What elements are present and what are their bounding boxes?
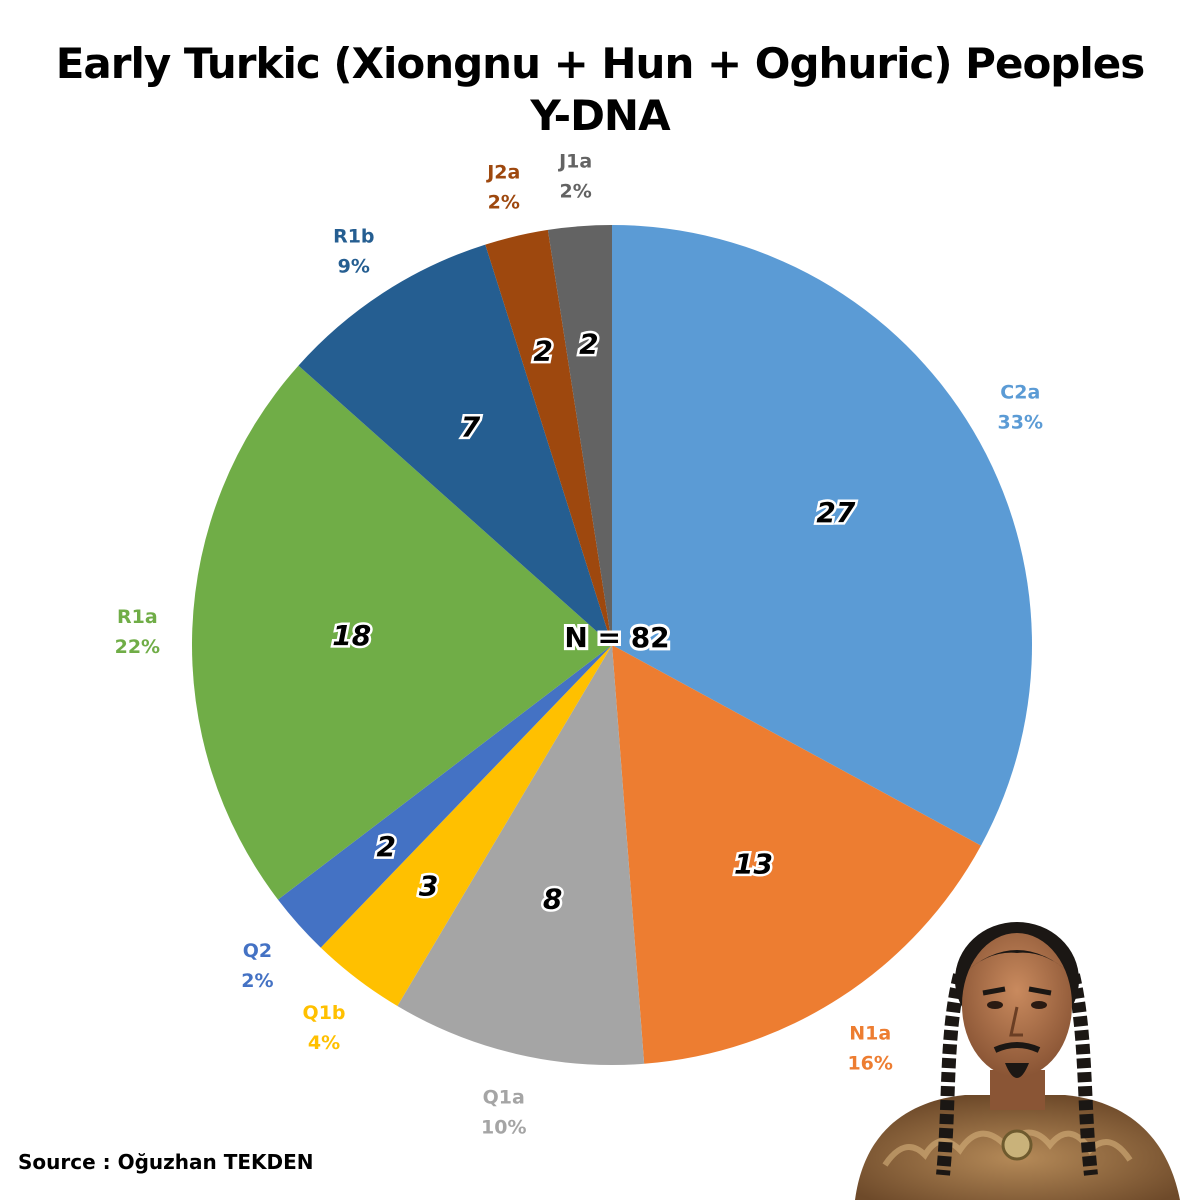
chart-title-line1: Early Turkic (Xiongnu + Hun + Oghuric) P…	[55, 39, 1146, 88]
slice-category-r1a: R1a	[117, 606, 158, 628]
value-label-r1b: 7	[461, 410, 481, 443]
pie-slice-q2	[277, 645, 612, 948]
slice-category-c2a: C2a	[1000, 381, 1040, 403]
value-label-q2: 2	[377, 830, 396, 863]
pie-slice-q1b	[320, 645, 612, 1007]
chart-title-line2: Y-DNA	[530, 91, 670, 140]
slice-category-q1a: Q1a	[483, 1087, 525, 1109]
source-credit: Source : Oğuzhan TEKDEN	[18, 1150, 314, 1174]
slice-category-j1a: J1a	[557, 150, 592, 172]
chart-title: Early Turkic (Xiongnu + Hun + Oghuric) P…	[0, 38, 1200, 142]
pie-slice-r1b	[298, 244, 612, 645]
slice-percent-j1a: 2%	[560, 180, 592, 202]
value-label-c2a: 27	[816, 496, 855, 529]
slice-percent-q1a: 10%	[481, 1117, 526, 1139]
total-count-label: N = 82	[564, 621, 669, 654]
slice-percent-j2a: 2%	[488, 191, 520, 213]
slice-percent-n1a: 16%	[847, 1053, 892, 1075]
pie-slice-c2a	[612, 225, 1032, 846]
slice-category-j2a: J2a	[485, 161, 520, 183]
slice-percent-q1b: 4%	[308, 1032, 340, 1054]
value-label-j2a: 2	[533, 335, 552, 368]
value-label-q1a: 8	[543, 883, 562, 916]
pie-slice-q1a	[397, 645, 645, 1065]
slice-category-q1b: Q1b	[303, 1002, 346, 1024]
value-label-n1a: 13	[734, 848, 773, 881]
value-label-j1a: 2	[579, 327, 598, 360]
portrait-illustration	[855, 922, 1180, 1200]
value-label-q1b: 3	[419, 869, 438, 902]
pie-slice-n1a	[612, 645, 981, 1064]
slice-category-n1a: N1a	[849, 1023, 891, 1045]
slice-percent-c2a: 33%	[998, 411, 1043, 433]
slice-label-q2: Q22%	[241, 940, 273, 992]
slice-percent-q2: 2%	[241, 970, 273, 992]
pie-slice-j2a	[485, 229, 612, 645]
slice-percent-r1a: 22%	[115, 636, 160, 658]
slice-percent-r1b: 9%	[338, 255, 370, 277]
value-label-r1a: 18	[332, 619, 371, 652]
slice-category-q2: Q2	[243, 940, 272, 962]
pie-slice-j1a	[547, 225, 612, 645]
pie-slice-r1a	[191, 365, 612, 900]
slice-category-r1b: R1b	[333, 225, 374, 247]
